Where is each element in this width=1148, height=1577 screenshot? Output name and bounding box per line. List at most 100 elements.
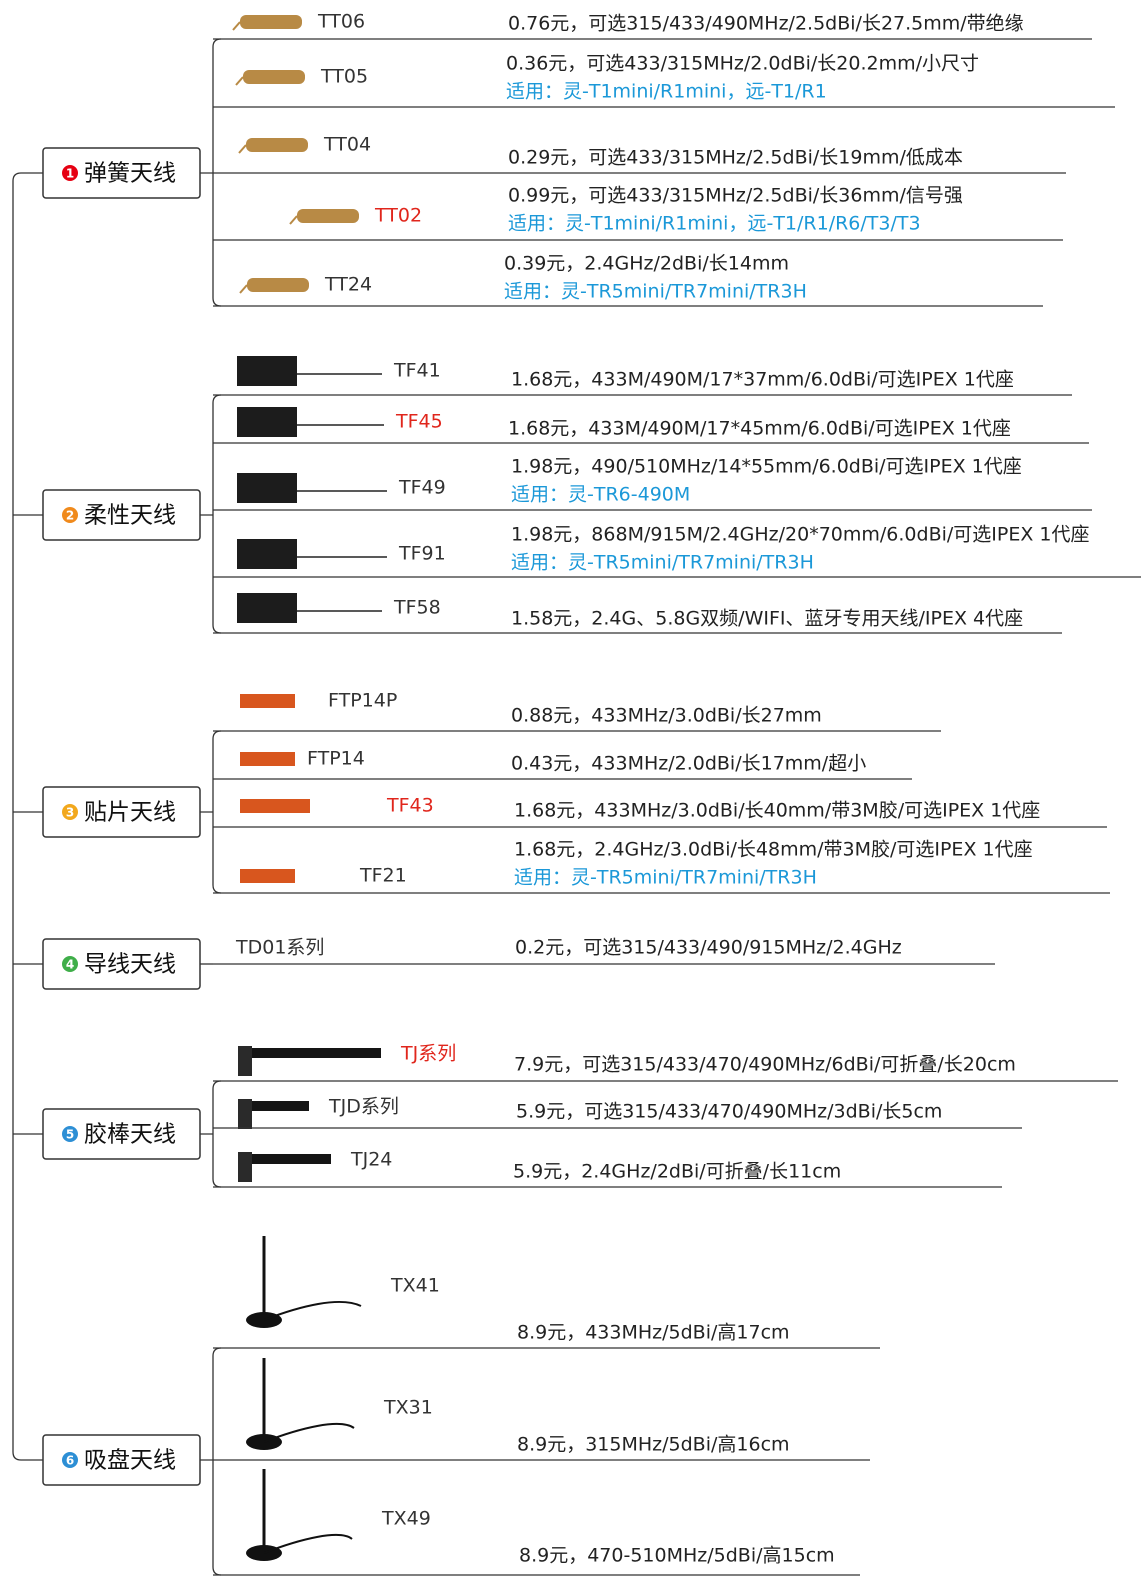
antenna-board (237, 473, 297, 503)
group-label: 吸盘天线 (84, 1448, 176, 1474)
antenna-rod (240, 1154, 331, 1164)
antenna-base (238, 1046, 252, 1076)
group-number: 4 (66, 958, 74, 972)
item-name: TT04 (323, 134, 371, 156)
antenna-coil (243, 70, 305, 84)
antenna-image (233, 15, 302, 30)
item-desc: 8.9元，433MHz/5dBi/高17cm (517, 1322, 790, 1344)
antenna-image (246, 1469, 352, 1561)
antenna-board (237, 356, 297, 386)
item-apply: 适用：灵-TR6-490M (511, 484, 690, 506)
antenna-image (240, 869, 295, 883)
bracket (200, 1081, 221, 1187)
item-desc: 1.98元，490/510MHz/14*55mm/6.0dBi/可选IPEX 1… (511, 456, 1022, 478)
item-name: TX31 (383, 1397, 433, 1419)
antenna-lead (290, 216, 297, 224)
bracket (200, 395, 221, 633)
item-desc: 1.58元，2.4G、5.8G双频/WIFI、蓝牙专用天线/IPEX 4代座 (511, 608, 1023, 630)
item-name: TX41 (390, 1275, 440, 1297)
antenna-lead (239, 145, 246, 153)
antenna-base (238, 1099, 252, 1129)
antenna-rod (240, 1048, 381, 1058)
item-name: TT06 (317, 11, 365, 33)
bracket (200, 1348, 221, 1575)
antenna-image (237, 356, 382, 386)
antenna-coil (240, 15, 302, 29)
group-label: 柔性天线 (84, 503, 176, 529)
antenna-coil (246, 138, 308, 152)
item-name: TT05 (320, 66, 368, 88)
item-name: FTP14P (328, 690, 397, 712)
item-name: TT24 (324, 274, 372, 296)
trunk-line (13, 173, 43, 1460)
item-name: TF91 (398, 543, 446, 565)
antenna-image (240, 752, 295, 766)
group-label: 弹簧天线 (84, 161, 176, 187)
antenna-image (237, 593, 382, 623)
item-name: FTP14 (307, 748, 365, 770)
antenna-image (290, 209, 359, 224)
item-desc: 0.99元，可选433/315MHz/2.5dBi/长36mm/信号强 (508, 185, 963, 207)
group-number: 3 (66, 806, 74, 820)
antenna-image (246, 1358, 354, 1450)
group-number: 5 (66, 1128, 74, 1142)
item-desc: 1.98元，868M/915M/2.4GHz/20*70mm/6.0dBi/可选… (511, 524, 1090, 546)
antenna-board (237, 407, 297, 437)
item-desc: 8.9元，315MHz/5dBi/高16cm (517, 1434, 790, 1456)
antenna-lead (233, 22, 240, 30)
item-apply: 适用：灵-TR5mini/TR7mini/TR3H (511, 552, 814, 574)
item-name: TF58 (393, 597, 441, 619)
item-name: TF49 (398, 477, 446, 499)
group-label: 导线天线 (84, 952, 176, 978)
item-desc: 0.39元，2.4GHz/2dBi/长14mm (504, 253, 789, 275)
antenna-lead (240, 285, 247, 293)
item-desc: 5.9元，可选315/433/470/490MHz/3dBi/长5cm (516, 1101, 942, 1123)
group-number: 6 (66, 1454, 74, 1468)
antenna-patch (240, 694, 295, 708)
antenna-patch (240, 752, 295, 766)
antenna-coil (247, 278, 309, 292)
antenna-patch (240, 869, 295, 883)
antenna-lead (236, 77, 243, 85)
antenna-mind-map: 1弹簧天线TT060.76元，可选315/433/490MHz/2.5dBi/长… (0, 0, 1148, 1577)
antenna-image (246, 1236, 361, 1328)
item-desc: 5.9元，2.4GHz/2dBi/可折叠/长11cm (513, 1161, 841, 1183)
item-name: TJ系列 (400, 1043, 456, 1065)
antenna-image (240, 799, 310, 813)
antenna-image (238, 1046, 381, 1076)
antenna-image (236, 70, 305, 85)
antenna-image (240, 694, 295, 708)
item-apply: 适用：灵-T1mini/R1mini，远-T1/R1 (506, 81, 827, 103)
item-desc: 8.9元，470-510MHz/5dBi/高15cm (519, 1545, 835, 1567)
antenna-patch (240, 799, 310, 813)
antenna-base (238, 1152, 252, 1182)
item-name: TF21 (359, 865, 407, 887)
item-desc: 0.76元，可选315/433/490MHz/2.5dBi/长27.5mm/带绝… (508, 13, 1024, 35)
antenna-image (240, 278, 309, 293)
antenna-image (237, 539, 387, 569)
item-desc: 0.29元，可选433/315MHz/2.5dBi/长19mm/低成本 (508, 147, 963, 169)
bracket (200, 731, 221, 893)
item-desc: 1.68元，433MHz/3.0dBi/长40mm/带3M胶/可选IPEX 1代… (514, 800, 1040, 822)
antenna-image (238, 1152, 331, 1182)
item-name: TF45 (395, 411, 443, 433)
item-apply: 适用：灵-TR5mini/TR7mini/TR3H (504, 281, 807, 303)
item-desc: 7.9元，可选315/433/470/490MHz/6dBi/可折叠/长20cm (514, 1054, 1016, 1076)
item-name: TJD系列 (328, 1096, 399, 1118)
item-desc: 1.68元，2.4GHz/3.0dBi/长48mm/带3M胶/可选IPEX 1代… (514, 839, 1033, 861)
item-name: TT02 (374, 205, 422, 227)
group-label: 胶棒天线 (84, 1122, 176, 1148)
item-name: TJ24 (350, 1149, 392, 1171)
antenna-board (237, 539, 297, 569)
item-name: TX49 (381, 1508, 431, 1530)
antenna-image (237, 407, 384, 437)
item-desc: 0.36元，可选433/315MHz/2.0dBi/长20.2mm/小尺寸 (506, 53, 979, 75)
antenna-board (237, 593, 297, 623)
item-name: TF41 (393, 360, 441, 382)
item-desc: 1.68元，433M/490M/17*45mm/6.0dBi/可选IPEX 1代… (508, 418, 1011, 440)
item-desc: 0.43元，433MHz/2.0dBi/长17mm/超小 (511, 753, 866, 775)
item-apply: 适用：灵-T1mini/R1mini，远-T1/R1/R6/T3/T3 (508, 213, 921, 235)
group-label: 贴片天线 (84, 800, 176, 826)
antenna-image (238, 1099, 309, 1129)
item-name: TF43 (386, 795, 434, 817)
